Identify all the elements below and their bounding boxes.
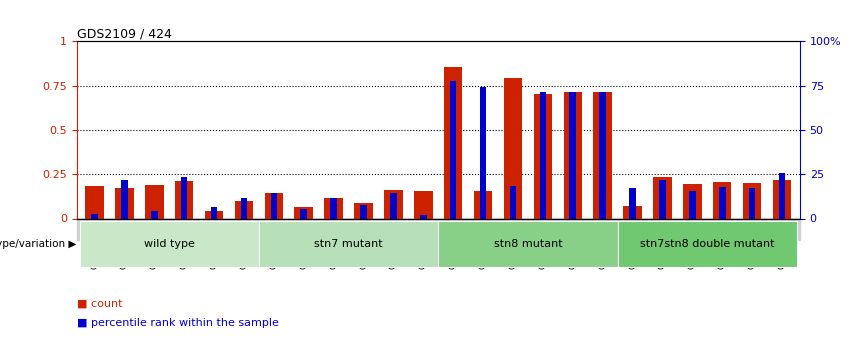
Bar [330, 198, 337, 218]
Text: stn7 mutant: stn7 mutant [314, 239, 383, 249]
Bar [599, 92, 606, 218]
Bar [689, 191, 695, 218]
Bar [660, 180, 665, 218]
Bar [749, 188, 756, 218]
Bar [510, 186, 517, 218]
Bar [654, 177, 671, 218]
Bar [563, 92, 582, 218]
Bar [121, 179, 128, 218]
Bar [91, 214, 98, 218]
Bar [444, 67, 462, 218]
Text: genotype/variation ▶: genotype/variation ▶ [0, 239, 76, 249]
Text: ■ count: ■ count [77, 299, 122, 309]
Bar [593, 92, 612, 218]
Text: stn7stn8 double mutant: stn7stn8 double mutant [640, 239, 774, 249]
Bar [175, 181, 193, 218]
Bar [414, 191, 432, 218]
Bar [450, 81, 456, 218]
Bar [623, 206, 642, 218]
Text: stn8 mutant: stn8 mutant [494, 239, 563, 249]
Bar [294, 207, 313, 218]
Bar [683, 184, 701, 218]
Bar [773, 180, 791, 218]
Bar [241, 198, 248, 218]
Bar [235, 201, 254, 218]
Text: GDS2109 / 424: GDS2109 / 424 [77, 27, 171, 40]
Bar [324, 198, 343, 218]
Bar [569, 92, 576, 218]
Bar [719, 187, 726, 218]
Bar [474, 191, 493, 218]
Bar [384, 190, 403, 218]
Bar [480, 87, 487, 218]
Bar [354, 203, 373, 218]
Bar [211, 207, 217, 218]
Bar [540, 92, 546, 218]
Bar [259, 221, 438, 267]
Bar [420, 215, 426, 218]
Bar [779, 173, 785, 218]
Bar [265, 193, 283, 218]
Bar [151, 210, 157, 218]
Bar [504, 78, 523, 218]
Bar [438, 221, 618, 267]
Bar [205, 211, 223, 218]
Bar [743, 183, 762, 218]
Bar [360, 205, 367, 218]
Bar [145, 185, 163, 218]
Bar [390, 193, 397, 218]
Bar [300, 209, 307, 218]
Text: wild type: wild type [144, 239, 195, 249]
Bar [115, 188, 134, 218]
Bar [271, 193, 277, 218]
Text: ■ percentile rank within the sample: ■ percentile rank within the sample [77, 318, 278, 328]
Bar [80, 221, 259, 267]
Bar [181, 177, 187, 218]
Bar [713, 182, 732, 218]
Bar [77, 218, 800, 240]
Bar [534, 93, 552, 218]
Bar [629, 188, 636, 218]
Bar [85, 186, 104, 218]
Bar [618, 221, 797, 267]
